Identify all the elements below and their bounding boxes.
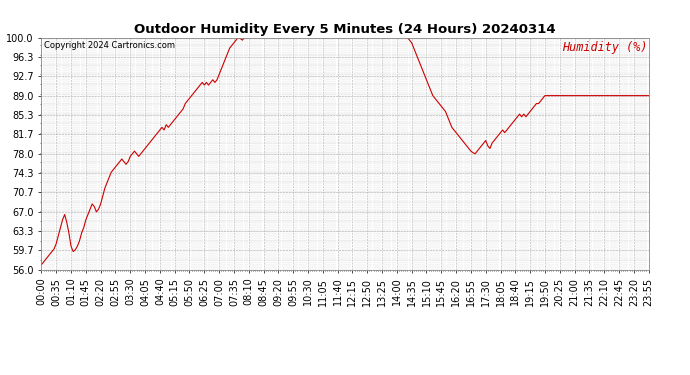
Title: Outdoor Humidity Every 5 Minutes (24 Hours) 20240314: Outdoor Humidity Every 5 Minutes (24 Hou…: [134, 23, 556, 36]
Text: Humidity (%): Humidity (%): [562, 41, 647, 54]
Text: Copyright 2024 Cartronics.com: Copyright 2024 Cartronics.com: [44, 41, 175, 50]
